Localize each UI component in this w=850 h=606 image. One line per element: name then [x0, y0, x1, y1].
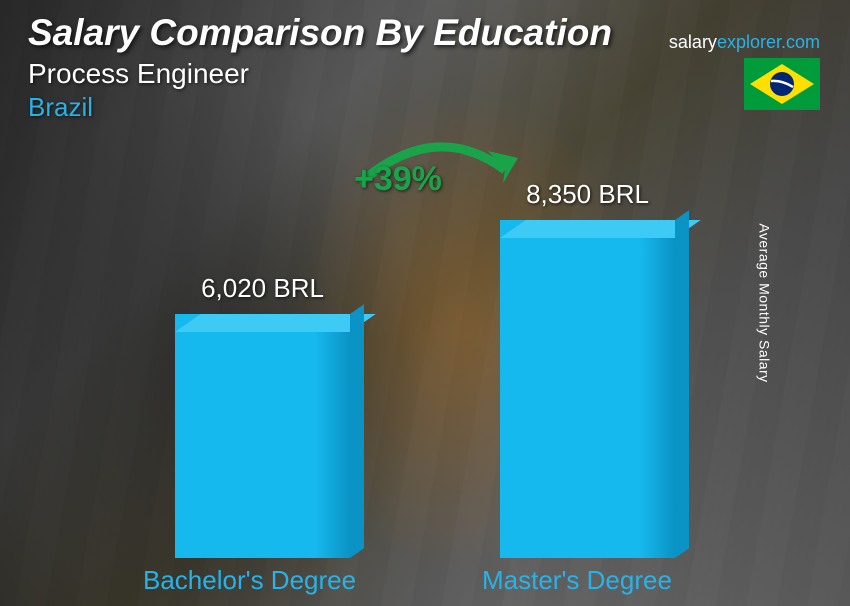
bar-0: 6,020 BRL	[175, 273, 350, 558]
percentage-increase: +39%	[354, 160, 442, 199]
header: Salary Comparison By Education Process E…	[28, 12, 612, 123]
bar-value-0: 6,020 BRL	[175, 273, 350, 304]
watermark-part-b: explorer	[717, 32, 781, 52]
bar-label-1: Master's Degree	[482, 565, 672, 596]
page-title: Salary Comparison By Education	[28, 12, 612, 54]
chart-area: +39% 6,020 BRL Bachelor's Degree 8,350 BRL…	[0, 150, 850, 606]
infographic-canvas: Salary Comparison By Education Process E…	[0, 0, 850, 606]
y-axis-label: Average Monthly Salary	[756, 223, 772, 382]
bar-1: 8,350 BRL	[500, 179, 675, 558]
country-name: Brazil	[28, 92, 612, 123]
watermark: salaryexplorer.com	[669, 32, 820, 53]
watermark-suffix: .com	[781, 32, 820, 52]
bar-label-0: Bachelor's Degree	[143, 565, 356, 596]
brazil-flag-icon	[744, 58, 820, 110]
watermark-part-a: salary	[669, 32, 717, 52]
job-title: Process Engineer	[28, 58, 612, 90]
